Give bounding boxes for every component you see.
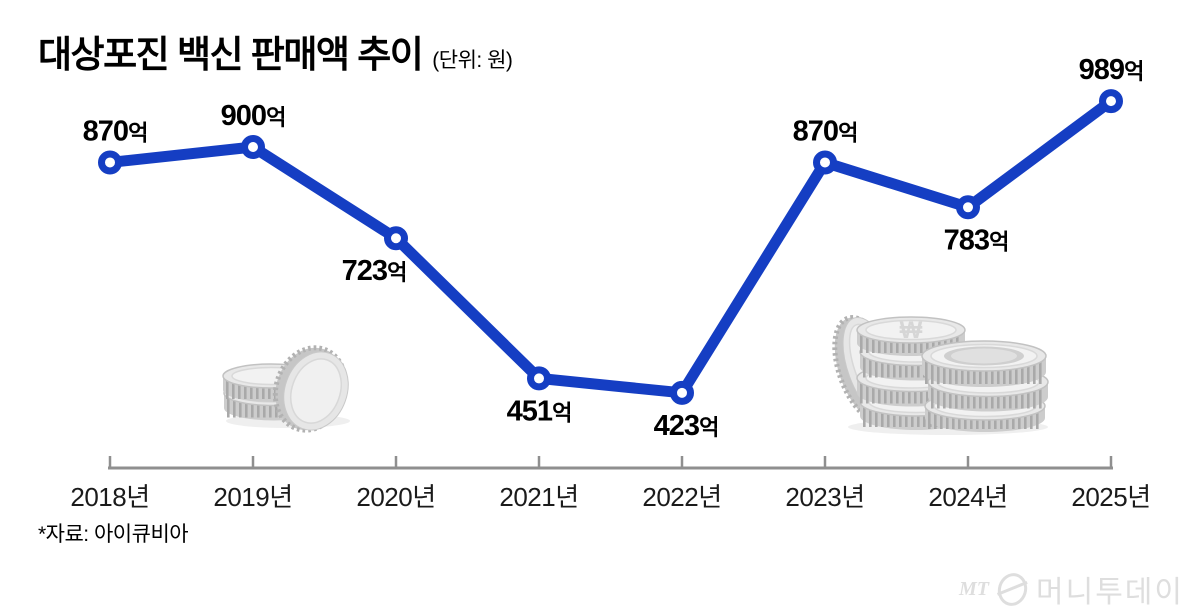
moneytoday-mt-label: MT [959, 577, 989, 600]
x-axis-label: 2023년 [785, 482, 864, 512]
value-label: 870억 [83, 115, 148, 147]
page-title: 대상포진 백신 판매액 추이 [38, 34, 424, 75]
value-label: 989억 [1079, 54, 1144, 86]
x-axis-label: 2018년 [70, 482, 149, 512]
x-axis-label: 2022년 [642, 482, 721, 512]
moneytoday-circle-icon [994, 569, 1031, 609]
value-label: 900억 [221, 100, 286, 132]
data-point-marker [98, 150, 122, 175]
x-axis-label: 2020년 [356, 482, 435, 512]
trend-line [104, 95, 1117, 399]
data-point-marker [384, 226, 408, 251]
x-axis-label: 2025년 [1071, 482, 1150, 512]
value-label: 783억 [944, 224, 1009, 256]
data-point-marker [813, 150, 837, 175]
x-axis-label: 2024년 [928, 482, 1007, 512]
source-note: *자료: 아이큐비아 [38, 523, 189, 546]
moneytoday-name-label: 머니투데이 [1036, 576, 1184, 609]
value-label: 870억 [793, 115, 858, 147]
unit-note: (단위: 원) [432, 49, 513, 72]
data-point-marker [1099, 89, 1123, 114]
data-point-marker [527, 366, 551, 391]
chart-header: 대상포진 백신 판매액 추이 (단위: 원) [38, 24, 513, 78]
data-point-marker [670, 380, 694, 405]
value-label: 451억 [507, 395, 572, 427]
data-point-marker [241, 135, 265, 159]
value-label: 723억 [342, 255, 407, 287]
won-mark: ₩ [900, 317, 923, 344]
value-label: 423억 [654, 410, 719, 442]
data-point-marker [956, 195, 980, 220]
moneytoday-watermark: MT 머니투데이 [959, 567, 1184, 611]
x-axis-label: 2021년 [499, 482, 578, 512]
coin-stacks-icon-right: ₩ [832, 315, 1049, 435]
coin-stack-icon-left [222, 345, 350, 433]
x-axis-label: 2019년 [213, 482, 292, 512]
